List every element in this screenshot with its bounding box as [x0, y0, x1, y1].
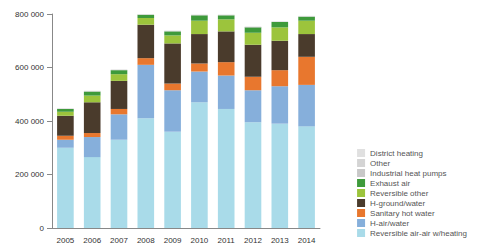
svg-text:Other: Other — [370, 159, 390, 168]
svg-text:Reversible other: Reversible other — [370, 189, 429, 198]
svg-text:H-ground/water: H-ground/water — [370, 199, 425, 208]
svg-text:2012: 2012 — [244, 236, 262, 245]
svg-text:2009: 2009 — [164, 236, 182, 245]
svg-text:0: 0 — [40, 224, 45, 233]
svg-text:2007: 2007 — [110, 236, 128, 245]
svg-text:Exhaust air: Exhaust air — [370, 179, 410, 188]
svg-text:2008: 2008 — [137, 236, 155, 245]
svg-text:200 000: 200 000 — [15, 170, 44, 179]
svg-text:H-air/water: H-air/water — [370, 219, 409, 228]
svg-text:2011: 2011 — [218, 236, 236, 245]
svg-text:2014: 2014 — [298, 236, 316, 245]
svg-text:District heating: District heating — [370, 149, 423, 158]
svg-text:800 000: 800 000 — [15, 10, 44, 19]
svg-text:Reversible air-air w/heating: Reversible air-air w/heating — [370, 229, 467, 238]
svg-text:2013: 2013 — [271, 236, 289, 245]
svg-text:Industrial heat pumps: Industrial heat pumps — [370, 169, 447, 178]
svg-text:400 000: 400 000 — [15, 117, 44, 126]
svg-text:2006: 2006 — [83, 236, 101, 245]
svg-text:600 000: 600 000 — [15, 63, 44, 72]
svg-text:2010: 2010 — [191, 236, 209, 245]
svg-text:2005: 2005 — [57, 236, 75, 245]
svg-text:Sanitary hot water: Sanitary hot water — [370, 209, 435, 218]
